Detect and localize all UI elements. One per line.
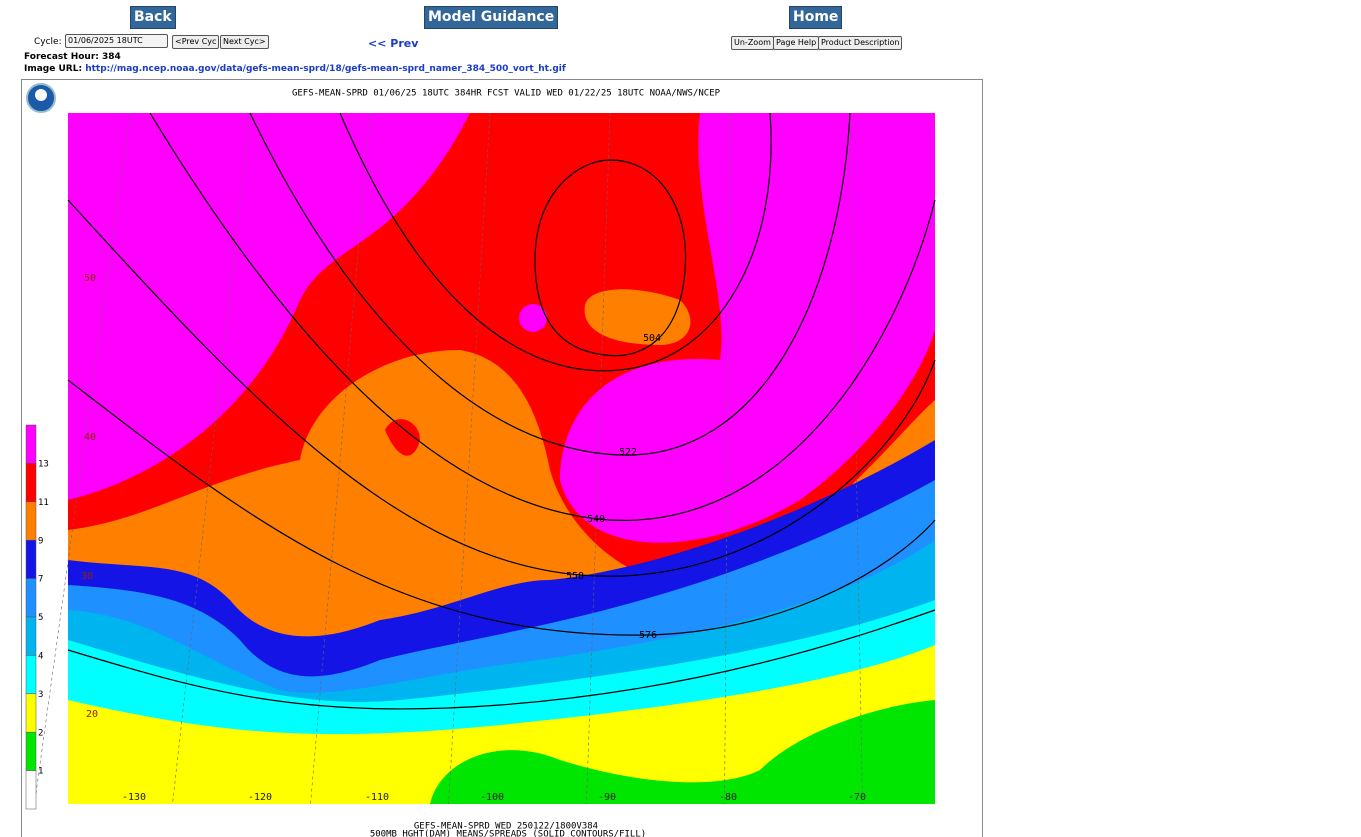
product-description-button[interactable]: Product Description (818, 36, 903, 50)
colorbar-segment (25, 501, 37, 541)
spread-band (68, 645, 935, 804)
longitude-label: -120 (248, 792, 272, 803)
meridian (724, 112, 731, 805)
map-footer: GEFS-MEAN-SPRD WED 250122/1800V384 (414, 822, 598, 832)
prev-link[interactable]: << Prev (368, 37, 419, 50)
height-contour (249, 112, 851, 456)
longitude-label: -130 (122, 792, 146, 803)
colorbar-segment (25, 424, 37, 464)
colorbar-segment (25, 463, 37, 503)
colorbar-label: 1 (38, 767, 43, 777)
contour-label: 576 (639, 630, 657, 641)
longitude-label: -80 (719, 792, 737, 803)
spread-band (584, 289, 691, 345)
contour-label: 540 (587, 514, 605, 525)
height-contour (67, 199, 936, 577)
back-button[interactable]: Back (130, 6, 176, 29)
meridian (34, 112, 131, 805)
latitude-label: 30 (81, 571, 93, 582)
colorbar-label: 2 (38, 728, 43, 738)
unzoom-button[interactable]: Un-Zoom (731, 36, 774, 50)
colorbar-label: 11 (38, 498, 49, 508)
colorbar-label: 4 (38, 652, 43, 662)
height-contour (339, 112, 772, 372)
height-contour (149, 112, 936, 521)
height-contour (534, 159, 687, 357)
model-guidance-button[interactable]: Model Guidance (424, 6, 559, 29)
meridian (310, 112, 371, 805)
longitude-label: -90 (598, 792, 616, 803)
colorbar-segment (25, 655, 37, 695)
prev-cycle-button[interactable]: <Prev Cyc (172, 35, 220, 49)
longitude-label: -100 (480, 792, 504, 803)
cycle-label: Cycle: (34, 37, 62, 47)
height-contour (67, 379, 936, 636)
colorbar-label: 5 (38, 613, 43, 623)
longitude-label: -110 (365, 792, 389, 803)
colorbar-segment (25, 539, 37, 579)
spread-band (385, 419, 420, 456)
cycle-select[interactable]: 01/06/2025 18UTC (65, 34, 168, 48)
map-footer: 500MB HGHT(DAM) MEANS/SPREADS (SOLID CON… (370, 830, 646, 837)
image-url: Image URL: http://mag.ncep.noaa.gov/data… (24, 64, 566, 74)
colorbar-segment (25, 693, 37, 733)
image-url-label: Image URL: (24, 64, 83, 74)
colorbar-label: 13 (38, 460, 49, 470)
meridian (172, 112, 251, 805)
map-title: GEFS-MEAN-SPRD 01/06/25 18UTC 384HR FCST… (292, 89, 721, 99)
colorbar-segment (25, 770, 37, 810)
meridian (448, 112, 491, 805)
colorbar-label: 3 (38, 690, 43, 700)
meridian (586, 112, 611, 805)
page-help-button[interactable]: Page Help (773, 36, 820, 50)
colorbar-label: 9 (38, 536, 43, 546)
colorbar-label: 7 (38, 575, 43, 585)
next-cycle-button[interactable]: Next Cyc> (220, 35, 269, 49)
longitude-label: -70 (848, 792, 866, 803)
spread-band (430, 700, 935, 804)
latitude-label: 50 (84, 273, 96, 284)
colorbar-segment (25, 731, 37, 771)
colorbar-segment (25, 578, 37, 618)
colorbar-segment (25, 616, 37, 656)
forecast-map: 504 522 540 558 576 50 40 30 20 -130 -120 -110 -100 -… (21, 79, 983, 837)
meridian (849, 112, 863, 805)
spread-band (519, 304, 547, 332)
home-button[interactable]: Home (789, 6, 843, 29)
forecast-hour: Forecast Hour: 384 (24, 52, 121, 62)
contour-label: 558 (566, 571, 584, 582)
height-contour (67, 609, 936, 710)
contour-label: 504 (643, 333, 661, 344)
image-url-link[interactable]: http://mag.ncep.noaa.gov/data/gefs-mean-… (85, 64, 566, 74)
contour-label: 522 (619, 447, 637, 458)
latitude-label: 40 (84, 432, 96, 443)
latitude-label: 20 (86, 709, 98, 720)
